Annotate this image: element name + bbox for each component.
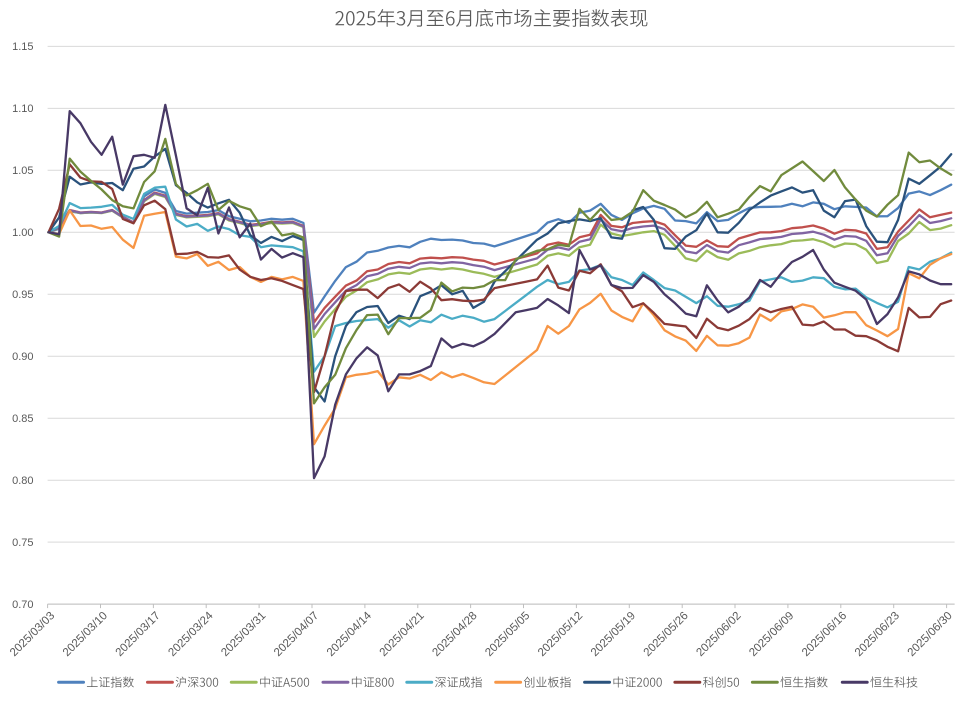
svg-text:1.15: 1.15 [12,41,33,53]
svg-text:0.95: 0.95 [12,289,33,301]
svg-text:0.90: 0.90 [12,351,33,363]
svg-text:1.05: 1.05 [12,165,33,177]
svg-text:1.10: 1.10 [12,103,33,115]
svg-text:0.70: 0.70 [12,599,33,611]
svg-text:0.75: 0.75 [12,537,33,549]
svg-text:0.80: 0.80 [12,475,33,487]
svg-text:0.85: 0.85 [12,413,33,425]
svg-text:1.00: 1.00 [12,227,33,239]
